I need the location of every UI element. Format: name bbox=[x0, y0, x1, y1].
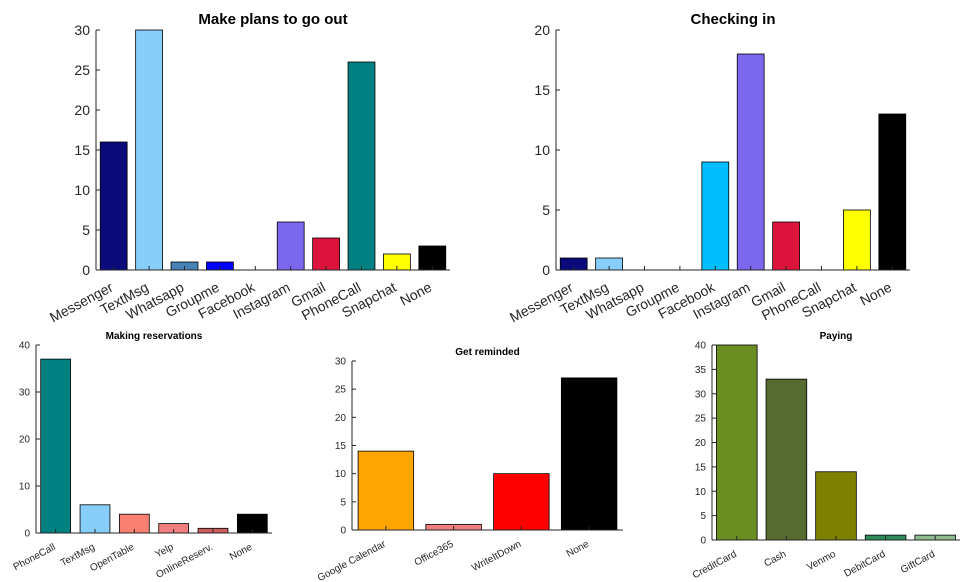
y-tick-label: 10 bbox=[695, 487, 707, 498]
bar-cash bbox=[765, 378, 808, 541]
bar-gmail bbox=[772, 221, 800, 271]
x-tick-label: None bbox=[857, 279, 894, 309]
chart-5: Paying 0 5 10 15 20 25 30 35 40 CreditCard Cash Venm… bbox=[691, 331, 960, 581]
x-tick-label: Google Calendar bbox=[316, 539, 389, 582]
y-tick-label: 40 bbox=[695, 341, 707, 352]
x-tick-label: CreditCard bbox=[691, 549, 739, 581]
y-tick-label: 0 bbox=[340, 526, 346, 537]
y-tick-label: 25 bbox=[74, 62, 90, 78]
bar-messenger bbox=[99, 141, 128, 271]
x-tick-label: None bbox=[397, 279, 434, 309]
y-tick-label: 30 bbox=[74, 22, 90, 38]
chart-title: Get reminded bbox=[455, 347, 519, 358]
x-tick-label: PhoneCall bbox=[12, 542, 58, 573]
x-tick-label: DebitCard bbox=[843, 549, 888, 580]
x-tick-label: Venmo bbox=[805, 549, 838, 574]
chart-title: Make plans to go out bbox=[198, 11, 347, 28]
bar-phonecall bbox=[40, 358, 72, 534]
x-tick-label: Cash bbox=[762, 549, 788, 570]
y-tick-label: 20 bbox=[74, 102, 90, 118]
y-tick-label: 20 bbox=[335, 413, 347, 424]
x-tick-label: OpenTable bbox=[88, 542, 136, 575]
chart-2: Checking in05101520MessengerTextMsgWhats… bbox=[507, 11, 910, 325]
chart-title: Checking in bbox=[690, 11, 775, 28]
chart-4: Get reminded 0 5 10 15 20 25 30 Google Calendar O… bbox=[316, 347, 623, 582]
x-tick-label: None bbox=[565, 539, 592, 560]
y-tick-label: 0 bbox=[700, 536, 706, 547]
bar-writeitdown bbox=[493, 473, 550, 531]
y-tick-label: 25 bbox=[695, 414, 707, 425]
y-tick-label: 20 bbox=[19, 435, 31, 446]
y-tick-label: 20 bbox=[695, 438, 707, 449]
bar-gmail bbox=[312, 237, 340, 271]
bar-none bbox=[560, 377, 618, 531]
y-tick-label: 5 bbox=[82, 222, 90, 238]
bar-facebook bbox=[701, 161, 730, 271]
y-tick-label: 5 bbox=[700, 511, 706, 522]
x-tick-label: GiftCard bbox=[899, 549, 937, 576]
y-tick-label: 35 bbox=[695, 365, 707, 376]
y-tick-label: 30 bbox=[335, 357, 347, 368]
bar-textmsg bbox=[135, 29, 163, 271]
x-tick-label: None bbox=[228, 542, 255, 563]
bar-textmsg bbox=[79, 504, 111, 534]
bar-creditcard bbox=[716, 344, 758, 541]
bar-instagram bbox=[736, 53, 765, 271]
y-tick-label: 5 bbox=[542, 202, 550, 218]
y-tick-label: 15 bbox=[534, 82, 550, 98]
y-tick-label: 40 bbox=[19, 341, 31, 352]
y-tick-label: 15 bbox=[695, 462, 707, 473]
x-tick-label: WriteItDown bbox=[470, 539, 523, 574]
bar-google-calendar bbox=[357, 450, 415, 531]
y-tick-label: 5 bbox=[340, 497, 346, 508]
bar-snapchat bbox=[843, 209, 871, 271]
y-tick-label: 10 bbox=[74, 182, 90, 198]
x-tick-label: Office365 bbox=[413, 539, 456, 569]
chart-title: Making reservations bbox=[106, 331, 203, 342]
y-tick-label: 30 bbox=[695, 389, 707, 400]
chart-title: Paying bbox=[820, 331, 853, 342]
y-tick-label: 15 bbox=[74, 142, 90, 158]
x-tick-label: Yelp bbox=[154, 542, 176, 561]
bar-venmo bbox=[815, 471, 857, 541]
bar-instagram bbox=[276, 221, 305, 271]
bar-phonecall bbox=[347, 61, 376, 271]
y-tick-label: 10 bbox=[335, 469, 347, 480]
y-tick-label: 30 bbox=[19, 388, 31, 399]
bar-none bbox=[878, 113, 907, 271]
y-tick-label: 0 bbox=[24, 529, 30, 540]
chart-1: Make plans to go out051015202530Messenge… bbox=[47, 11, 450, 325]
y-tick-label: 10 bbox=[19, 482, 31, 493]
y-tick-label: 25 bbox=[335, 385, 347, 396]
y-tick-label: 0 bbox=[542, 262, 550, 278]
y-tick-label: 10 bbox=[534, 142, 550, 158]
y-tick-label: 0 bbox=[82, 262, 90, 278]
y-tick-label: 15 bbox=[335, 441, 347, 452]
y-tick-label: 20 bbox=[534, 22, 550, 38]
